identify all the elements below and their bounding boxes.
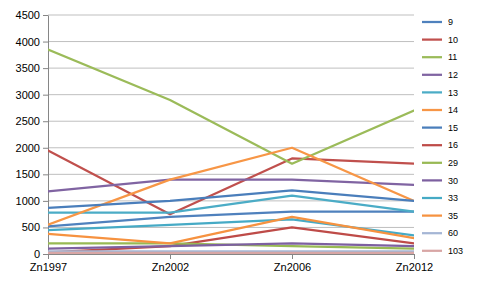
legend-swatch	[422, 21, 442, 23]
y-tick-mark	[43, 95, 48, 96]
grid-line	[48, 200, 414, 201]
y-tick-mark	[43, 68, 48, 69]
y-tick: 2000	[16, 142, 48, 154]
x-tick-mark	[292, 254, 293, 259]
x-tick-mark	[170, 254, 171, 259]
legend-label: 103	[448, 246, 463, 256]
x-tick: Zn1997	[30, 254, 67, 273]
legend-label: 12	[448, 70, 458, 80]
x-tick: Zn2006	[274, 254, 311, 273]
legend-swatch	[422, 232, 442, 234]
legend-label: 11	[448, 52, 457, 62]
grid-line	[48, 68, 414, 69]
series-line	[48, 50, 414, 164]
y-tick: 0	[34, 248, 48, 260]
legend-swatch	[422, 250, 442, 252]
legend-label: 9	[448, 17, 453, 27]
y-tick-label: 3000	[16, 89, 40, 101]
grid-line	[48, 147, 414, 148]
legend-swatch	[422, 144, 442, 146]
legend-swatch	[422, 91, 442, 93]
y-tick-mark	[43, 15, 48, 16]
y-axis: 0 500 1000 1500 2000 2500 3000 3500 4000 4500	[16, 9, 49, 260]
series-line	[48, 252, 414, 254]
chart: 0 500 1000 1500 2000 2500 3000 3500 4000 4500 Zn19…	[0, 0, 486, 288]
legend: 9 10 11 12 13 14 15 16 29 30 33 35 60 103	[422, 17, 463, 256]
grid-line	[48, 41, 414, 42]
legend-label: 35	[448, 211, 458, 221]
y-tick: 4500	[16, 9, 48, 21]
y-tick-label: 2000	[16, 142, 40, 154]
lines	[48, 50, 414, 253]
legend-swatch	[422, 214, 442, 216]
x-tick-label: Zn2006	[274, 261, 311, 273]
y-tick-mark	[43, 148, 48, 149]
x-tick-mark	[414, 254, 415, 259]
series-line	[48, 250, 414, 252]
series-line	[48, 212, 414, 227]
legend-swatch	[422, 162, 442, 164]
y-tick: 500	[22, 221, 48, 233]
legend-label: 33	[448, 193, 458, 203]
series-line	[48, 190, 414, 208]
series-line	[48, 243, 414, 248]
x-tick: Zn2012	[396, 254, 433, 273]
x-tick-label: Zn2012	[396, 261, 433, 273]
x-tick-label: Zn2002	[152, 261, 189, 273]
y-tick: 3500	[16, 62, 48, 74]
legend-label: 14	[448, 105, 458, 115]
x-tick-mark	[48, 254, 49, 259]
legend-swatch	[422, 38, 442, 40]
legend-label: 16	[448, 140, 458, 150]
y-tick-label: 500	[22, 221, 40, 233]
series-line	[48, 217, 414, 244]
y-tick-label: 0	[34, 248, 40, 260]
legend-swatch	[422, 197, 442, 199]
y-tick-label: 4000	[16, 36, 40, 48]
x-tick-label: Zn1997	[30, 261, 67, 273]
grid-line	[48, 174, 414, 175]
grid	[48, 15, 414, 254]
y-tick: 4000	[16, 36, 48, 48]
y-tick: 3000	[16, 89, 48, 101]
legend-label: 30	[448, 176, 458, 186]
y-tick-mark	[43, 174, 48, 175]
y-tick-mark	[43, 227, 48, 228]
y-tick-mark	[43, 201, 48, 202]
legend-swatch	[422, 126, 442, 128]
grid-line	[48, 254, 414, 255]
y-tick-label: 2500	[16, 115, 40, 127]
y-tick-label: 4500	[16, 9, 40, 21]
y-tick-label: 1000	[16, 195, 40, 207]
y-tick-mark	[43, 254, 48, 255]
series-line	[48, 150, 414, 214]
legend-label: 29	[448, 158, 458, 168]
y-tick: 1000	[16, 195, 48, 207]
y-tick-mark	[43, 121, 48, 122]
legend-swatch	[422, 56, 442, 58]
legend-label: 13	[448, 88, 458, 98]
y-tick-label: 1500	[16, 168, 40, 180]
series-line	[48, 148, 414, 225]
x-axis-line	[49, 254, 415, 255]
legend-swatch	[422, 179, 442, 181]
y-tick: 2500	[16, 115, 48, 127]
x-tick: Zn2002	[152, 254, 189, 273]
legend-label: 15	[448, 123, 458, 133]
grid-line	[48, 121, 414, 122]
series-line	[48, 180, 414, 192]
y-tick: 1500	[16, 168, 48, 180]
legend-label: 10	[448, 35, 458, 45]
grid-line	[48, 94, 414, 95]
legend-swatch	[422, 109, 442, 111]
legend-swatch	[422, 74, 442, 76]
y-tick-label: 3500	[16, 62, 40, 74]
x-axis: Zn1997 Zn2002 Zn2006 Zn2012	[30, 254, 433, 273]
y-axis-line	[48, 16, 49, 255]
series-line	[48, 243, 414, 248]
legend-label: 60	[448, 228, 458, 238]
y-tick-mark	[43, 42, 48, 43]
grid-line	[48, 15, 414, 16]
